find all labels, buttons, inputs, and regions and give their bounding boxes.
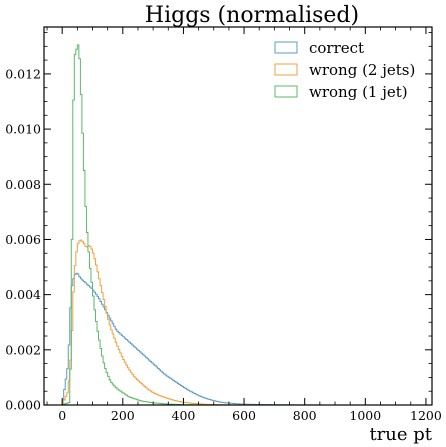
y-tick-label: 0.002	[5, 342, 41, 357]
x-axis-label: true pt	[369, 424, 432, 445]
x-tick-label: 800	[293, 408, 317, 423]
legend-swatch	[274, 41, 298, 54]
y-tick-label: 0.004	[5, 287, 41, 302]
y-tick-label: 0.006	[5, 232, 41, 247]
chart-title: Higgs (normalised)	[145, 3, 359, 28]
axis-ticks	[44, 27, 432, 406]
legend-swatch	[274, 85, 298, 98]
y-tick-label: 0.000	[5, 398, 41, 413]
legend-label: wrong (1 jet)	[309, 83, 408, 101]
x-tick-label: 400	[172, 408, 196, 423]
y-tick-label: 0.008	[5, 177, 41, 192]
series-line-2	[61, 239, 426, 406]
x-tick-label: 600	[232, 408, 256, 423]
y-tick-label: 0.012	[5, 66, 41, 81]
x-tick-label: 1200	[410, 408, 442, 423]
legend-swatch	[274, 63, 298, 76]
series-line-1	[61, 272, 426, 406]
y-tick-label: 0.010	[5, 122, 41, 137]
legend-label: wrong (2 jets)	[309, 61, 415, 79]
legend: correct wrong (2 jets) wrong (1 jet)	[274, 39, 415, 101]
x-tick-label: 0	[58, 408, 66, 423]
legend-label: correct	[309, 39, 364, 57]
plot-frame	[43, 26, 433, 406]
x-tick-label: 1000	[349, 408, 381, 423]
x-tick-label: 200	[111, 408, 135, 423]
tick-labels: 0 200 400 600 800 1000 1200 0.000 0.002 0.004 0.00…	[5, 66, 442, 423]
